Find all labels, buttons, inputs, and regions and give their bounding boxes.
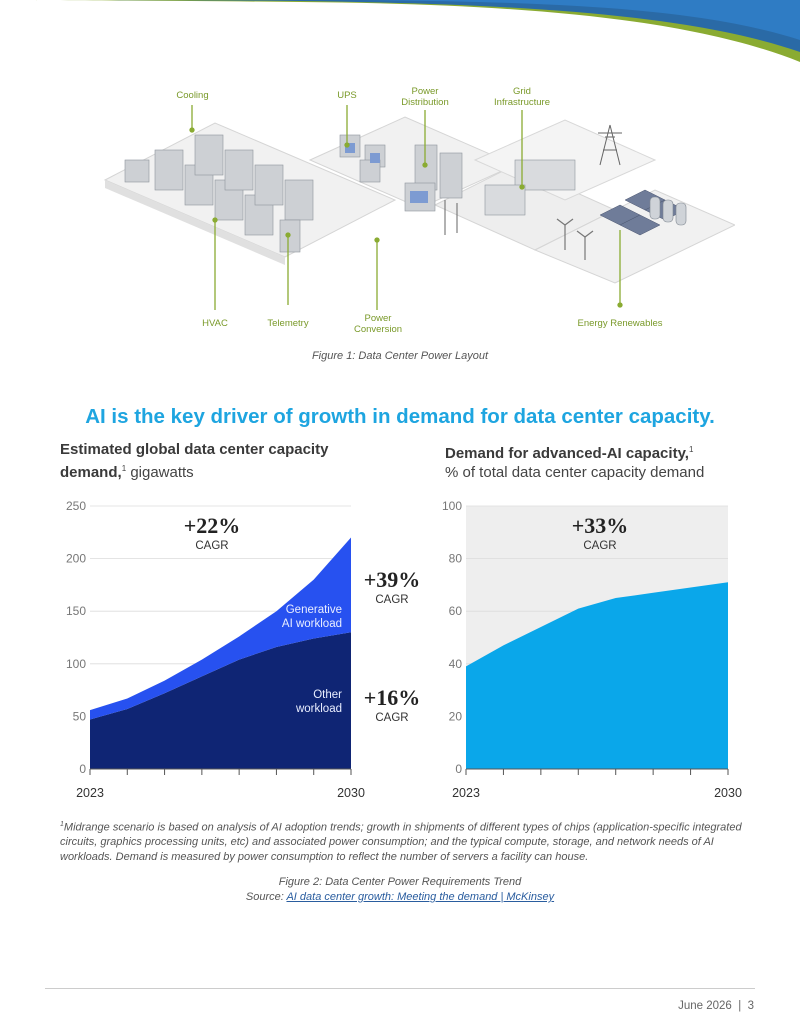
callout-energy-renewables: Energy Renewables bbox=[577, 318, 663, 329]
x-tick-label: 2023 bbox=[452, 786, 480, 800]
cagr-ai-share-value: +33% bbox=[572, 513, 629, 538]
y-tick-label: 100 bbox=[442, 499, 462, 513]
figure2-source: Source: AI data center growth: Meeting t… bbox=[0, 891, 800, 903]
series-label-genai: AI workload bbox=[282, 618, 342, 630]
chart2-title: Demand for advanced-AI capacity,1 % of t… bbox=[445, 440, 765, 482]
y-tick-label: 0 bbox=[455, 762, 462, 776]
chart2-svg: 0 20 40 60 80 100 2023 2030 +33% CAGR bbox=[442, 499, 742, 800]
x-tick-label: 2030 bbox=[714, 786, 742, 800]
callout-power-distribution: Power Distribution bbox=[401, 86, 449, 108]
cagr-other-label: CAGR bbox=[375, 712, 408, 724]
chart2-title-rest: % of total data center capacity demand bbox=[445, 464, 705, 481]
y-tick-label: 50 bbox=[73, 709, 87, 723]
callout-telemetry: Telemetry bbox=[267, 318, 309, 329]
y-tick-label: 40 bbox=[449, 657, 463, 671]
callout-grid-infrastructure: Grid Infrastructure bbox=[494, 86, 550, 108]
cagr-genai-label: CAGR bbox=[375, 594, 408, 606]
callout-ups: UPS bbox=[337, 90, 357, 101]
chart1-svg: 0 50 100 150 200 250 2023 2030 +22% CAGR +39% CAGR +… bbox=[66, 499, 421, 800]
series-label-other: workload bbox=[295, 703, 342, 715]
chart1-title-sup: 1 bbox=[121, 464, 127, 473]
y-tick-label: 100 bbox=[66, 657, 86, 671]
callout-power-conversion: Power Conversion bbox=[353, 313, 403, 335]
chart1-title: Estimated global data center capacity de… bbox=[60, 440, 390, 482]
cagr-total-value: +22% bbox=[184, 513, 241, 538]
cagr-genai-value: +39% bbox=[364, 567, 421, 592]
series-label-other: Other bbox=[313, 689, 342, 701]
data-center-illustration bbox=[103, 105, 735, 310]
series-label-genai: Generative bbox=[286, 604, 342, 616]
y-tick-label: 20 bbox=[449, 709, 463, 723]
header-wave-graphic bbox=[0, 0, 800, 62]
figure1-caption: Figure 1: Data Center Power Layout bbox=[311, 350, 489, 362]
chart1-title-bold: Estimated global data center capacity de… bbox=[60, 441, 329, 481]
chart2-title-sup: 1 bbox=[688, 445, 694, 454]
chart2-title-bold: Demand for advanced-AI capacity, bbox=[445, 445, 689, 462]
y-tick-label: 80 bbox=[449, 552, 463, 566]
page-footer: June 2026 | 3 bbox=[678, 1000, 754, 1012]
section-headline: AI is the key driver of growth in demand… bbox=[85, 405, 715, 428]
x-tick-label: 2030 bbox=[337, 786, 365, 800]
source-link[interactable]: AI data center growth: Meeting the deman… bbox=[286, 891, 555, 903]
callout-hvac: HVAC bbox=[202, 318, 228, 329]
y-tick-label: 250 bbox=[66, 499, 86, 513]
area-series-0 bbox=[90, 632, 351, 769]
y-tick-label: 150 bbox=[66, 604, 86, 618]
footnote-marker: 1 bbox=[60, 821, 64, 828]
area-series-1 bbox=[90, 537, 351, 720]
cagr-ai-share-label: CAGR bbox=[583, 540, 616, 552]
footer-page-number: 3 bbox=[747, 1000, 754, 1012]
area-series-0 bbox=[466, 582, 728, 769]
y-tick-label: 0 bbox=[79, 762, 86, 776]
figure2-caption: Figure 2: Data Center Power Requirements… bbox=[278, 876, 522, 888]
y-tick-label: 200 bbox=[66, 552, 86, 566]
footnote: 1Midrange scenario is based on analysis … bbox=[60, 818, 750, 864]
footer-date: June 2026 bbox=[678, 1000, 732, 1012]
callout-cooling: Cooling bbox=[176, 90, 209, 101]
footnote-text: Midrange scenario is based on analysis o… bbox=[60, 821, 742, 863]
y-tick-label: 60 bbox=[449, 604, 463, 618]
source-prefix: Source: bbox=[245, 891, 287, 903]
cagr-total-label: CAGR bbox=[195, 540, 228, 552]
chart1-title-rest: gigawatts bbox=[130, 464, 194, 481]
footer-divider bbox=[45, 988, 755, 989]
x-tick-label: 2023 bbox=[76, 786, 104, 800]
footer-separator: | bbox=[738, 1000, 742, 1012]
cagr-other-value: +16% bbox=[364, 685, 421, 710]
